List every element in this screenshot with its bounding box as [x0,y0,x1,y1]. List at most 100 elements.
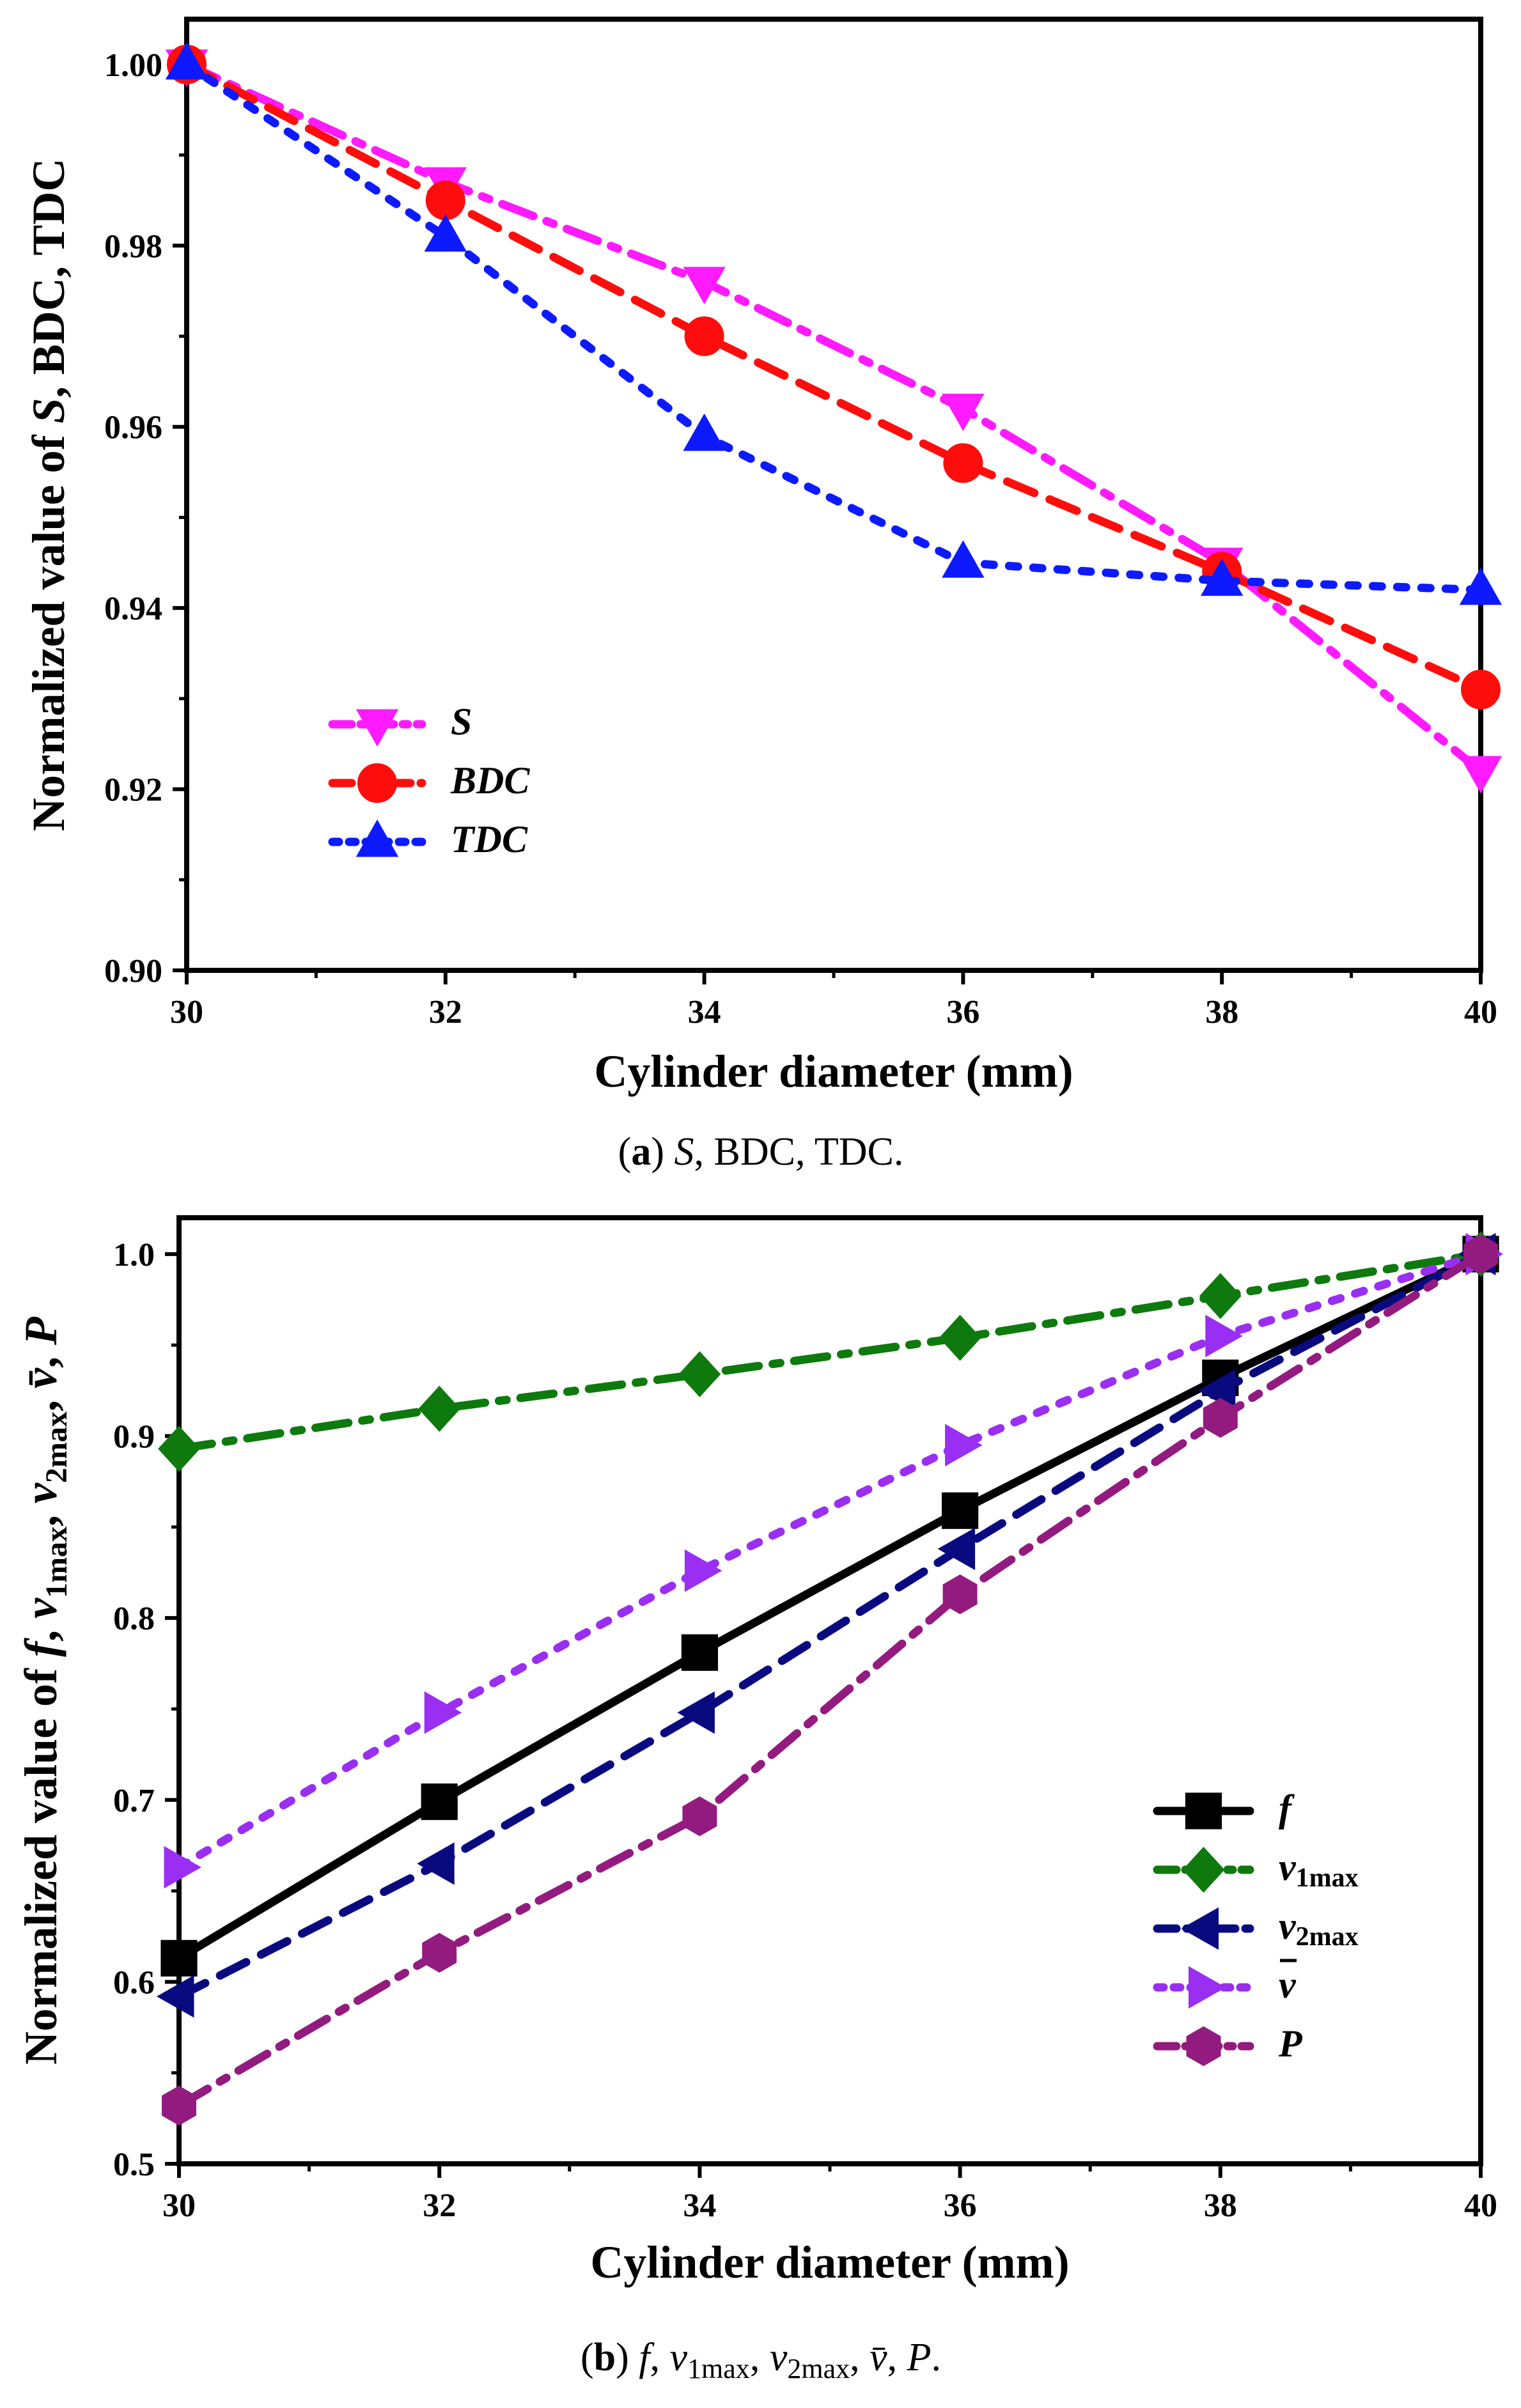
y-axis-label: Normalized value of S, BDC, TDC [23,159,74,832]
x-tick-label: 30 [170,994,203,1030]
y-tick-label: 0.98 [104,228,162,265]
series-line-3 [175,1250,1485,1872]
x-tick-label: 32 [429,994,462,1030]
legend-label-1: v1max [1279,1846,1359,1893]
data-point-1-5 [1461,669,1501,710]
data-point-3-1 [424,1691,462,1734]
data-point-1-0 [158,1425,200,1472]
series-line-0 [175,1250,1485,1962]
legend-label-4: P [1278,2023,1303,2065]
legend: f v1max v2max vP [1153,1787,1359,2067]
data-point-2-3 [937,1527,976,1571]
legend-marker-3 [1189,1966,1226,2009]
data-point-4-4 [1203,1397,1238,1438]
series-3 [164,1232,1504,1889]
data-point-0-3 [942,1492,979,1529]
data-point-2-5 [1459,567,1502,605]
data-point-2-0 [165,42,208,80]
data-point-2-2 [683,413,726,451]
data-point-3-2 [684,1549,722,1592]
legend: S BDC TDC [328,701,530,860]
x-tick-label: 34 [688,994,721,1030]
data-point-1-1 [418,1385,461,1432]
legend-marker-2 [1181,1907,1219,1950]
data-point-1-2 [684,316,724,356]
series-2 [156,1232,1496,2018]
data-point-0-1 [421,1783,458,1821]
data-point-3-0 [164,1845,202,1889]
x-tick-label: 30 [162,2187,196,2224]
chart-panel-a: 30 32 34 36 38 40 0.90 0.92 0.94 0.96 0.98 1.00 Cyli… [23,17,1502,1174]
y-tick-label: 1.0 [113,1237,155,1273]
y-tick-label: 0.9 [113,1419,155,1456]
x-tick-label: 38 [1205,994,1238,1030]
x-tick-label: 36 [946,994,979,1030]
data-point-2-0 [156,1975,194,2018]
x-tick-label: 34 [683,2187,716,2224]
y-tick-label: 0.92 [104,772,162,809]
series-line-4 [175,1250,1485,2110]
x-tick-label: 40 [1464,2187,1497,2224]
legend-marker-2 [355,819,399,857]
figure-caption: (b) f, v1max, v2max, v̄, P. [581,2336,941,2384]
data-point-2-1 [424,214,467,252]
data-point-2-3 [942,540,985,578]
series-line-2 [182,60,1485,594]
x-axis-label: Cylinder diameter (mm) [594,1046,1073,1097]
x-tick-label: 32 [423,2187,456,2224]
data-point-0-0 [160,1939,198,1977]
data-point-1-4 [1199,1273,1242,1319]
series-4 [162,1234,1498,2126]
y-tick-label: 0.94 [104,591,162,627]
x-tick-label: 40 [1464,994,1497,1030]
figure-caption: (a) S, BDC, TDC. [618,1130,904,1174]
series-2 [165,42,1502,605]
x-tick-label: 38 [1204,2187,1237,2224]
data-point-4-2 [682,1796,717,1837]
data-point-0-2 [681,1634,719,1671]
legend-label-1: BDC [450,759,530,802]
series-line-2 [175,1250,1485,2001]
y-axis-label: Normalized value of f, v1max, v2max, v̄,… [15,1316,74,2065]
data-point-2-4 [1200,558,1244,596]
y-tick-label: 0.90 [104,953,162,990]
data-point-3-4 [1205,1314,1243,1358]
legend-label-0: S [451,701,472,743]
y-tick-label: 1.00 [104,47,162,84]
chart-panel-b: 30 32 34 36 38 40 0.5 0.6 0.7 0.8 0.9 1.0 Cylinder d… [15,1215,1504,2384]
data-point-1-2 [678,1351,721,1397]
y-tick-label: 0.5 [113,2147,155,2183]
series-line-1 [182,60,1485,694]
legend-label-3: v [1279,1964,1297,2006]
legend-marker-1 [357,763,397,803]
y-tick-label: 0.8 [113,1601,155,1637]
x-tick-label: 36 [944,2187,977,2224]
legend-label-0: f [1279,1787,1295,1829]
data-point-1-3 [943,443,983,483]
x-axis-label: Cylinder diameter (mm) [590,2237,1069,2288]
y-tick-label: 0.7 [113,1783,155,1819]
data-point-2-2 [677,1691,715,1734]
data-point-4-3 [942,1574,978,1615]
data-point-4-0 [162,2085,196,2126]
data-point-2-1 [417,1842,455,1885]
series-line-1 [175,1250,1485,1453]
legend-label-2: TDC [451,818,528,860]
data-point-4-5 [1463,1234,1498,1275]
data-point-3-3 [945,1424,983,1466]
legend-marker-0 [1185,1792,1222,1829]
data-point-4-1 [422,1932,457,1973]
data-point-0-5 [1459,756,1502,794]
legend-marker-0 [355,709,399,747]
data-point-1-3 [939,1314,981,1361]
series-line-0 [182,60,1485,775]
legend-marker-4 [1186,2026,1221,2067]
data-point-0-2 [683,267,726,304]
legend-label-2: v2max [1279,1905,1359,1952]
data-point-0-3 [942,393,985,431]
y-tick-label: 0.6 [113,1964,155,2001]
series-1 [167,44,1501,710]
legend-marker-1 [1182,1847,1225,1893]
data-point-1-1 [425,180,465,221]
